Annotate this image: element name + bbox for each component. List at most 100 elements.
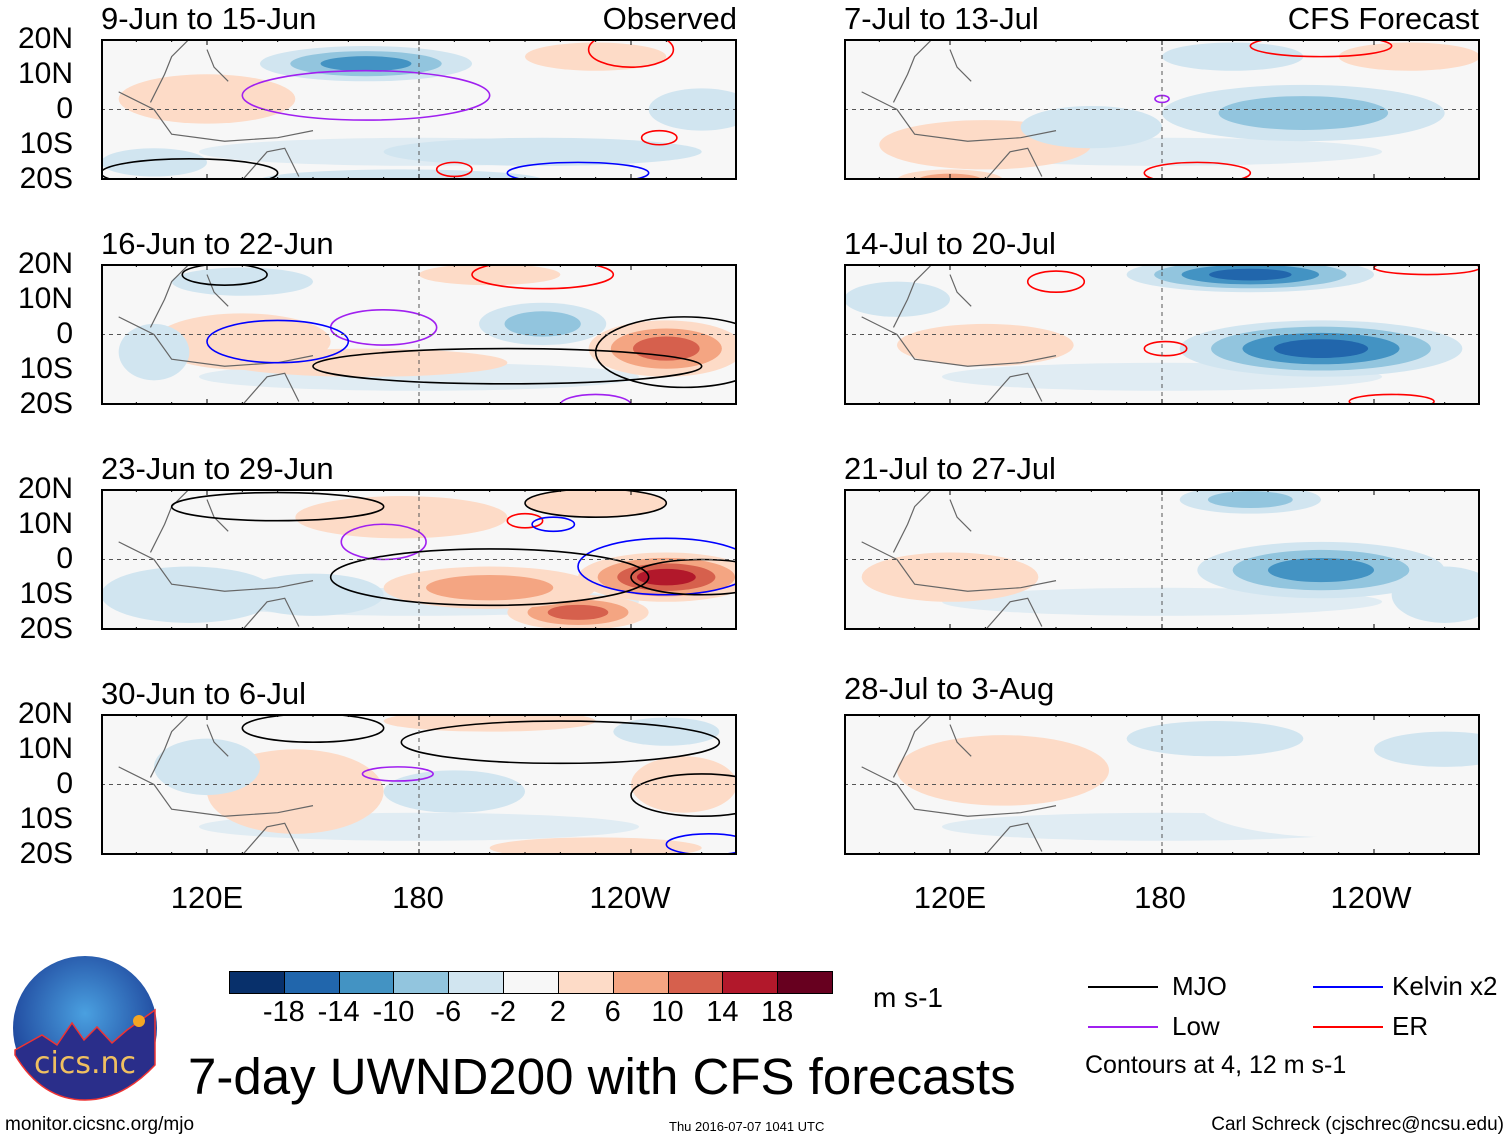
- timestamp: Thu 2016-07-07 1041 UTC: [669, 1119, 825, 1134]
- mjo-contour: [101, 158, 279, 180]
- kelvin-contour: [577, 537, 737, 596]
- mjo-contour: [400, 720, 721, 765]
- map-panel: [101, 714, 737, 855]
- panel-title: 16-Jun to 22-Jun: [101, 226, 334, 261]
- wind-anomaly-blob: [1391, 566, 1480, 623]
- wind-anomaly-blob: [631, 756, 737, 813]
- lat-label: 20S: [19, 162, 73, 195]
- er-contour: [640, 129, 678, 146]
- lon-label: 120W: [589, 880, 671, 915]
- wind-anomaly-blob: [171, 267, 313, 296]
- map-panel: [844, 489, 1480, 630]
- map-canvas: [844, 714, 1480, 855]
- map-panel: [844, 39, 1480, 180]
- map-panel: [101, 264, 737, 405]
- mjo-line-sample: [1088, 986, 1158, 988]
- colorbar-swatch: [503, 971, 559, 994]
- lat-label: 10S: [19, 127, 73, 160]
- lat-label: 10N: [17, 57, 73, 90]
- coastline: [118, 264, 314, 405]
- wind-anomaly-blob: [101, 148, 207, 177]
- kelvin-contour: [531, 516, 576, 533]
- lat-label: 0: [56, 92, 73, 125]
- mjo-contour: [594, 316, 737, 389]
- panel-title: 23-Jun to 29-Jun: [101, 451, 334, 486]
- low-contour: [361, 766, 434, 782]
- colorbar-swatch: [448, 971, 505, 994]
- lat-label: 20S: [19, 387, 73, 420]
- er-contour: [587, 39, 675, 68]
- wind-anomaly-blob: [260, 169, 543, 180]
- wind-anomaly-blob: [295, 496, 508, 539]
- low-contour: [241, 69, 491, 121]
- wind-anomaly-blob: [118, 74, 296, 124]
- er-contour: [1348, 393, 1435, 405]
- colorbar-tick: 18: [761, 996, 794, 1028]
- cics-logo: cics.nc: [12, 955, 158, 1101]
- panel-frame: [101, 714, 737, 855]
- low-contour: [559, 393, 632, 405]
- observed-label: Observed: [602, 1, 737, 36]
- wind-anomaly-blob: [1338, 42, 1480, 71]
- map-panel: [844, 714, 1480, 855]
- map-canvas: [101, 264, 737, 405]
- wind-anomaly-blob: [525, 42, 667, 71]
- kelvin-line-sample: [1313, 986, 1383, 988]
- wind-anomaly-blob: [154, 738, 260, 796]
- legend-kelvin: Kelvin x2: [1392, 971, 1498, 1001]
- panel-frame: [844, 264, 1480, 405]
- colorbar-tick: -14: [317, 996, 360, 1028]
- coastline: [861, 264, 1057, 405]
- legend-mjo: MJO: [1172, 971, 1227, 1001]
- mjo-contour: [312, 347, 703, 385]
- er-line-sample: [1313, 1026, 1383, 1028]
- mjo-contour: [241, 714, 385, 743]
- wind-anomaly-blob: [383, 770, 525, 813]
- wind-anomaly-blob: [118, 323, 190, 381]
- colorbar-tick: 6: [604, 996, 621, 1028]
- lat-label: 0: [56, 317, 73, 350]
- lon-label: 180: [392, 880, 444, 915]
- lon-label: 180: [1134, 880, 1186, 915]
- map-panel: [844, 264, 1480, 405]
- units-label: m s-1: [873, 982, 943, 1013]
- coastline: [118, 39, 314, 180]
- coastline: [861, 39, 1057, 180]
- er-contour: [1143, 340, 1188, 357]
- er-contour: [1143, 161, 1252, 180]
- wind-anomaly-blob: [1374, 731, 1480, 767]
- er-contour: [506, 512, 544, 529]
- colorbar-swatch: [229, 971, 285, 994]
- source-url[interactable]: monitor.cicsnc.org/mjo: [5, 1114, 195, 1135]
- coastline: [118, 489, 314, 630]
- forecast-label: CFS Forecast: [1287, 1, 1479, 36]
- er-contour: [1249, 39, 1393, 58]
- wind-anomaly-blob: [1273, 339, 1369, 358]
- legend-low: Low: [1172, 1011, 1220, 1041]
- wind-anomaly-blob: [489, 837, 702, 855]
- wind-anomaly-blob: [633, 336, 700, 361]
- wind-anomaly-blob: [613, 717, 720, 746]
- colorbar-swatch: [612, 971, 669, 994]
- panel-title: 28-Jul to 3-Aug: [844, 671, 1055, 706]
- wind-anomaly-blob: [1020, 105, 1162, 149]
- lat-label: 20N: [17, 472, 73, 505]
- panel-title: 14-Jul to 20-Jul: [844, 226, 1056, 261]
- map-panel: [101, 39, 737, 180]
- wind-anomaly-blob: [383, 137, 702, 166]
- lon-label: 120E: [170, 880, 244, 915]
- wind-anomaly-blob: [1126, 721, 1304, 757]
- wind-anomaly-blob: [1162, 42, 1304, 71]
- wind-anomaly-blob: [419, 264, 561, 286]
- lat-label: 10S: [19, 802, 73, 835]
- lat-label: 20N: [17, 697, 73, 730]
- lat-label: 10S: [19, 577, 73, 610]
- wind-anomaly-blob: [525, 489, 667, 518]
- low-line-sample: [1088, 1026, 1158, 1028]
- colorbar-swatch: [722, 971, 779, 994]
- colorbar-swatch: [777, 971, 833, 994]
- logo-text: cics.nc: [34, 1046, 136, 1081]
- lat-label: 10S: [19, 352, 73, 385]
- map-canvas: [844, 264, 1480, 405]
- wind-anomaly-blob: [504, 311, 581, 337]
